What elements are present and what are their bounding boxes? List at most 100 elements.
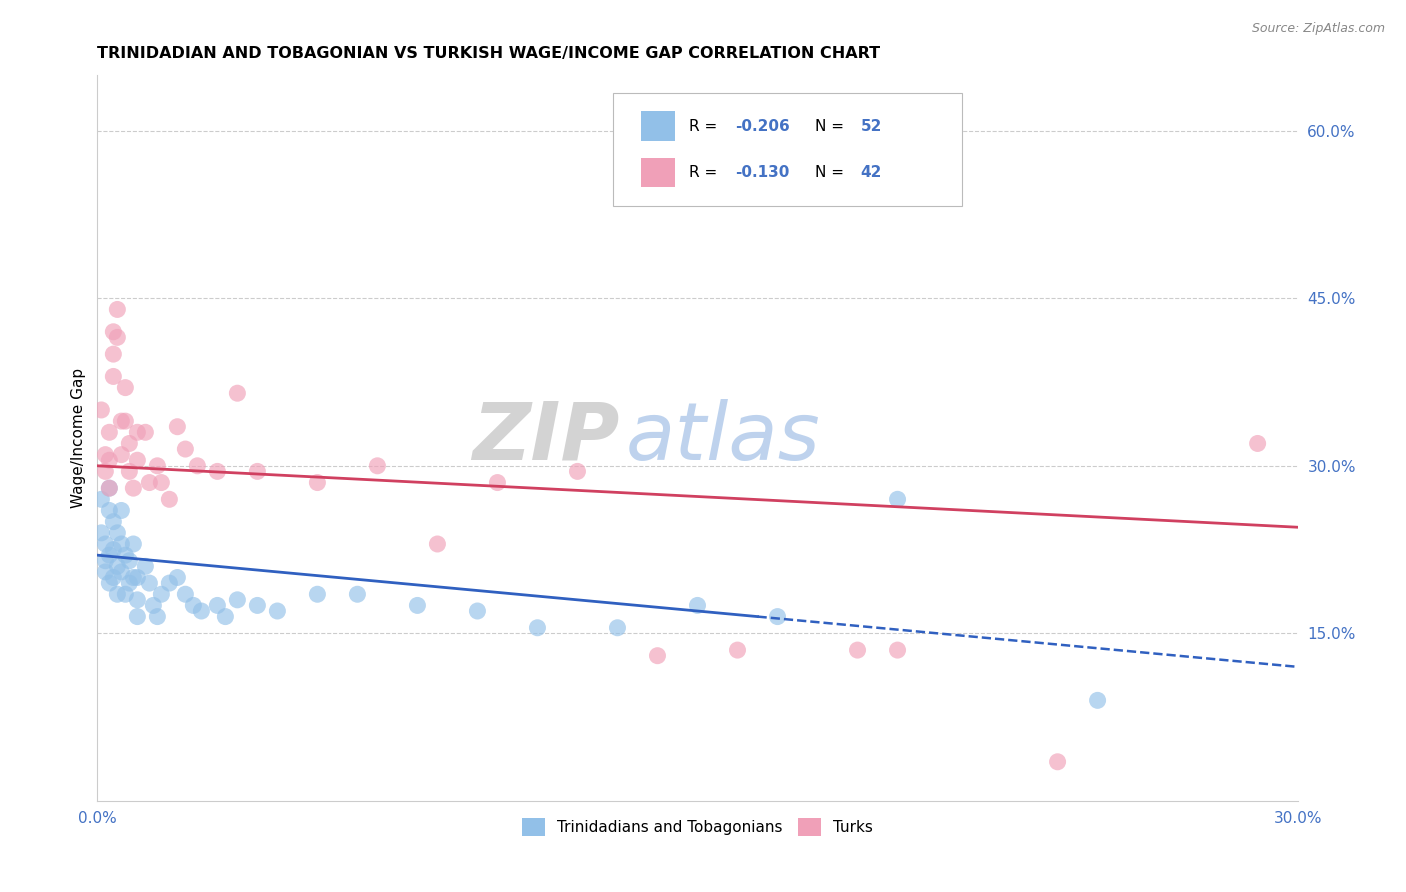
Point [94, 448, 117, 462]
Point [886, 643, 908, 657]
Text: ZIP: ZIP [472, 399, 620, 477]
Point [105, 302, 128, 317]
Point [647, 648, 669, 663]
Point [98, 481, 121, 495]
Point [94, 554, 117, 568]
Point [98, 481, 121, 495]
Point [122, 537, 145, 551]
Point [226, 592, 249, 607]
Point [606, 621, 628, 635]
Point [127, 570, 149, 584]
Point [98, 576, 121, 591]
Point [105, 330, 128, 344]
Point [134, 559, 156, 574]
Point [138, 576, 160, 591]
Point [183, 599, 205, 613]
Point [118, 554, 141, 568]
Point [426, 537, 449, 551]
Point [246, 599, 269, 613]
Point [94, 565, 117, 579]
FancyBboxPatch shape [613, 93, 962, 205]
Point [94, 537, 117, 551]
Point [686, 599, 709, 613]
Point [127, 425, 149, 440]
Point [127, 453, 149, 467]
Point [1246, 436, 1268, 450]
Point [307, 587, 329, 601]
Text: 52: 52 [860, 119, 882, 134]
Point [127, 592, 149, 607]
Point [157, 492, 180, 507]
Point [90, 525, 112, 540]
Point [486, 475, 509, 490]
Point [467, 604, 489, 618]
Point [98, 548, 121, 562]
Point [94, 464, 117, 478]
Point [886, 492, 908, 507]
Point [138, 475, 160, 490]
Point [1087, 693, 1109, 707]
Point [190, 604, 212, 618]
Point [103, 325, 125, 339]
Point [406, 599, 429, 613]
Point [207, 464, 229, 478]
Point [114, 587, 136, 601]
Point [98, 425, 121, 440]
Point [105, 559, 128, 574]
Point [127, 609, 149, 624]
Point [134, 425, 156, 440]
Point [110, 503, 132, 517]
Point [207, 599, 229, 613]
Point [150, 475, 173, 490]
Point [114, 414, 136, 428]
Point [246, 464, 269, 478]
Point [307, 475, 329, 490]
Point [146, 458, 169, 473]
Point [110, 414, 132, 428]
Point [110, 448, 132, 462]
Point [98, 503, 121, 517]
Y-axis label: Wage/Income Gap: Wage/Income Gap [72, 368, 86, 508]
Text: 42: 42 [860, 165, 882, 180]
Point [142, 599, 165, 613]
Point [103, 570, 125, 584]
Point [174, 442, 197, 456]
Point [122, 570, 145, 584]
Point [186, 458, 208, 473]
Point [118, 436, 141, 450]
Point [346, 587, 368, 601]
Point [103, 542, 125, 557]
Point [157, 576, 180, 591]
Point [110, 565, 132, 579]
Point [105, 587, 128, 601]
Point [103, 347, 125, 361]
Point [214, 609, 236, 624]
Point [114, 381, 136, 395]
Point [118, 464, 141, 478]
Bar [641, 158, 675, 187]
Point [1046, 755, 1069, 769]
Point [110, 537, 132, 551]
Point [146, 609, 169, 624]
Text: R =: R = [689, 165, 723, 180]
Point [118, 576, 141, 591]
Point [166, 570, 188, 584]
Text: -0.130: -0.130 [735, 165, 789, 180]
Point [226, 386, 249, 401]
Bar [641, 112, 675, 141]
Point [846, 643, 869, 657]
Text: R =: R = [689, 119, 723, 134]
Point [366, 458, 388, 473]
Text: N =: N = [815, 119, 849, 134]
Point [166, 419, 188, 434]
Point [122, 481, 145, 495]
Point [526, 621, 548, 635]
Point [114, 548, 136, 562]
Point [150, 587, 173, 601]
Point [567, 464, 589, 478]
Point [103, 515, 125, 529]
Point [90, 403, 112, 417]
Legend: Trinidadians and Tobagonians, Turks: Trinidadians and Tobagonians, Turks [515, 810, 880, 844]
Point [266, 604, 288, 618]
Point [90, 492, 112, 507]
